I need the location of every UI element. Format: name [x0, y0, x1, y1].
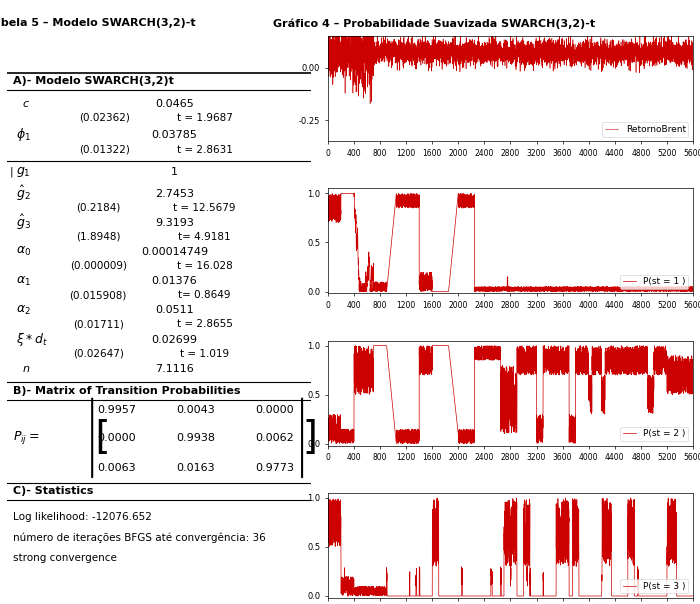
Text: 1: 1: [171, 167, 178, 177]
Text: $\hat{g}_3$: $\hat{g}_3$: [16, 213, 31, 233]
Text: número de iterações BFGS até convergência: 36: número de iterações BFGS até convergênci…: [13, 532, 266, 542]
Text: t= 4.9181: t= 4.9181: [178, 232, 231, 242]
Legend: P(st = 2 ): P(st = 2 ): [620, 427, 689, 441]
Legend: P(st = 1 ): P(st = 1 ): [620, 275, 689, 289]
Text: t= 0.8649: t= 0.8649: [178, 290, 231, 300]
Text: $c$: $c$: [22, 98, 30, 109]
Text: (0.01711): (0.01711): [73, 320, 124, 329]
Text: 9.3193: 9.3193: [155, 217, 194, 228]
Text: t = 12.5679: t = 12.5679: [174, 202, 236, 213]
Text: $P_{ij} =$: $P_{ij} =$: [13, 429, 39, 446]
Text: (0.2184): (0.2184): [76, 202, 120, 213]
Text: |: |: [10, 167, 14, 178]
Text: 0.02699: 0.02699: [151, 335, 197, 344]
Text: 0.00014749: 0.00014749: [141, 247, 208, 257]
Text: 0.0163: 0.0163: [176, 463, 215, 473]
Text: C)- Statistics: C)- Statistics: [13, 486, 94, 496]
Text: $g_1$: $g_1$: [16, 165, 31, 179]
Text: 0.0511: 0.0511: [155, 306, 194, 315]
Text: Log likelihood: -12076.652: Log likelihood: -12076.652: [13, 512, 152, 521]
Text: t = 2.8655: t = 2.8655: [177, 320, 232, 329]
Text: strong convergence: strong convergence: [13, 553, 117, 562]
Text: 0.9773: 0.9773: [256, 463, 294, 473]
Text: (1.8948): (1.8948): [76, 232, 120, 242]
Text: $\alpha_1$: $\alpha_1$: [16, 275, 31, 288]
Text: t = 1.019: t = 1.019: [180, 349, 230, 359]
Text: 0.03785: 0.03785: [151, 129, 197, 140]
Text: $\hat{g}_2$: $\hat{g}_2$: [16, 184, 31, 203]
Text: ]: ]: [299, 419, 323, 457]
Text: 0.01376: 0.01376: [151, 276, 197, 286]
Text: t = 16.028: t = 16.028: [177, 261, 232, 271]
Text: $\alpha_2$: $\alpha_2$: [16, 304, 31, 317]
Text: $\phi_1$: $\phi_1$: [16, 126, 31, 143]
Text: B)- Matrix of Transition Probabilities: B)- Matrix of Transition Probabilities: [13, 386, 241, 396]
Text: $n$: $n$: [22, 364, 31, 374]
Text: 2.7453: 2.7453: [155, 188, 194, 199]
Text: $\xi * d_t$: $\xi * d_t$: [16, 331, 48, 348]
Text: 0.0000: 0.0000: [97, 433, 136, 443]
Text: 0.9957: 0.9957: [97, 405, 136, 415]
Text: 0.0465: 0.0465: [155, 98, 194, 109]
Text: (0.02362): (0.02362): [79, 113, 130, 123]
Text: A)- Modelo SWARCH(3,2)t: A)- Modelo SWARCH(3,2)t: [13, 76, 174, 86]
Text: 0.0043: 0.0043: [176, 405, 215, 415]
Legend: RetornoBrent: RetornoBrent: [602, 122, 689, 137]
Text: 0.9938: 0.9938: [176, 433, 215, 443]
Text: (0.015908): (0.015908): [69, 290, 127, 300]
Text: 7.1116: 7.1116: [155, 364, 194, 374]
Text: (0.01322): (0.01322): [79, 145, 130, 155]
Text: 0.0063: 0.0063: [97, 463, 136, 473]
Text: (0.02647): (0.02647): [73, 349, 124, 359]
Text: $\alpha_0$: $\alpha_0$: [16, 245, 32, 259]
Text: t = 1.9687: t = 1.9687: [177, 113, 232, 123]
Text: Gráfico 4 – Probabilidade Suavizada SWARCH(3,2)-t: Gráfico 4 – Probabilidade Suavizada SWAR…: [273, 18, 595, 28]
Text: t = 2.8631: t = 2.8631: [177, 145, 232, 155]
Text: 0.0062: 0.0062: [256, 433, 294, 443]
Text: [: [: [89, 419, 113, 457]
Legend: P(st = 3 ): P(st = 3 ): [620, 579, 689, 594]
Text: Tabela 5 – Modelo SWARCH(3,2)-t: Tabela 5 – Modelo SWARCH(3,2)-t: [0, 18, 195, 28]
Text: (0.000009): (0.000009): [70, 261, 127, 271]
Text: 0.0000: 0.0000: [256, 405, 294, 415]
